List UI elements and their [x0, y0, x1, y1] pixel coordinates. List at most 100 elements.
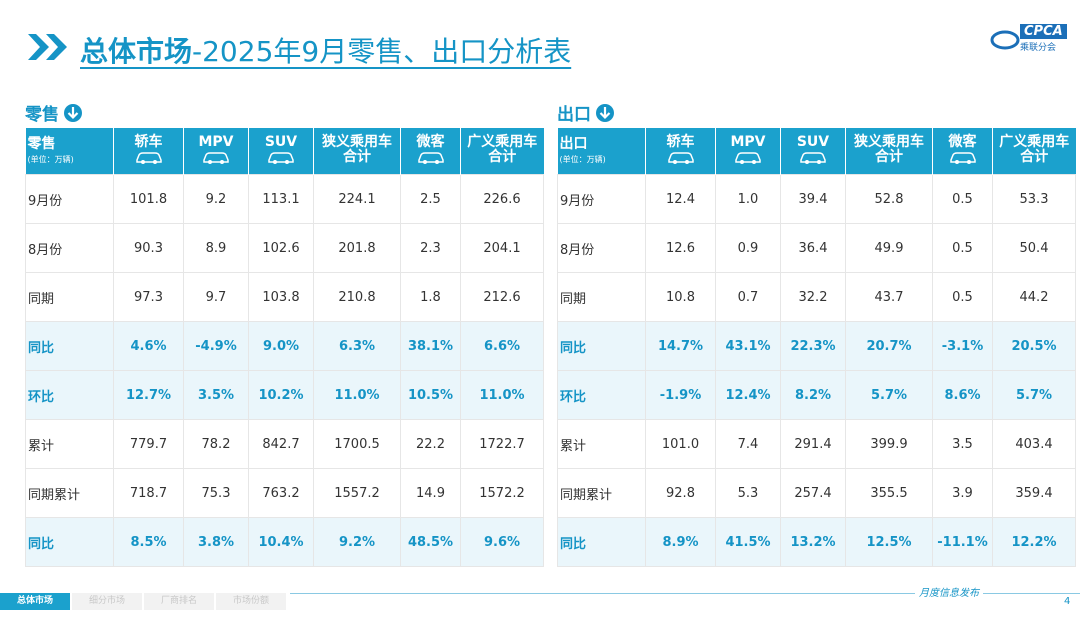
data-cell: 50.4 — [992, 223, 1076, 273]
data-cell: 5.7% — [845, 370, 933, 420]
data-cell: 403.4 — [992, 419, 1076, 469]
data-cell: 75.3 — [183, 468, 249, 518]
data-cell: 41.5% — [715, 517, 781, 567]
column-label: 狭义乘用车合计 — [321, 134, 392, 165]
unit-label: (单位：万辆) — [559, 155, 606, 164]
data-row: 环比 12.7% 3.5% 10.2% 11.0% 10.5% 11.0% — [25, 370, 544, 420]
header-cell: MPV — [183, 128, 249, 175]
header-cell: SUV — [780, 128, 846, 175]
data-cell: -11.1% — [932, 517, 993, 567]
row-label: 9月份 — [557, 174, 646, 224]
header-row: 出口 (单位：万辆) 轿车 MPV SUV 狭义乘用车合计 微客 广义乘用车合计 — [557, 128, 1076, 175]
vehicle-icon — [268, 152, 294, 164]
logo-text: CPCA — [1020, 24, 1067, 39]
data-cell: 226.6 — [460, 174, 544, 224]
header-cell: 狭义乘用车合计 — [845, 128, 933, 175]
data-cell: 291.4 — [780, 419, 846, 469]
row-label: 9月份 — [25, 174, 114, 224]
data-cell: 32.2 — [780, 272, 846, 322]
column-label: 微客 — [416, 134, 445, 150]
row-label: 同期 — [557, 272, 646, 322]
data-cell: 97.3 — [113, 272, 184, 322]
data-row: 9月份 12.4 1.0 39.4 52.8 0.5 53.3 — [557, 174, 1076, 224]
data-cell: 39.4 — [780, 174, 846, 224]
data-cell: 3.8% — [183, 517, 249, 567]
data-cell: 3.5 — [932, 419, 993, 469]
data-cell: 779.7 — [113, 419, 184, 469]
data-cell: 38.1% — [400, 321, 461, 371]
title-main: 总体市场 — [80, 35, 193, 68]
data-cell: 92.8 — [645, 468, 716, 518]
data-cell: 0.7 — [715, 272, 781, 322]
data-cell: 22.2 — [400, 419, 461, 469]
data-cell: 355.5 — [845, 468, 933, 518]
header-cell: 出口 (单位：万辆) — [557, 128, 646, 175]
column-label: SUV — [264, 134, 298, 150]
data-cell: 2.3 — [400, 223, 461, 273]
data-cell: 12.6 — [645, 223, 716, 273]
column-label: 轿车 — [134, 134, 163, 150]
column-label: 轿车 — [666, 134, 695, 150]
row-label: 8月份 — [25, 223, 114, 273]
row-label: 累计 — [25, 419, 114, 469]
data-cell: 257.4 — [780, 468, 846, 518]
data-cell: 1557.2 — [313, 468, 401, 518]
data-cell: 1700.5 — [313, 419, 401, 469]
data-row: 同期 97.3 9.7 103.8 210.8 1.8 212.6 — [25, 272, 544, 322]
header-row: 零售 (单位：万辆) 轿车 MPV SUV 狭义乘用车合计 微客 广义乘用车合计 — [25, 128, 544, 175]
footer: 月度信息发布 4 总体市场 细分市场 厂商排名 市场份额 — [0, 584, 1086, 611]
data-cell: 9.2 — [183, 174, 249, 224]
vehicle-icon — [735, 152, 761, 164]
data-cell: 101.8 — [113, 174, 184, 224]
header-label: 零售 — [27, 136, 56, 152]
vehicle-icon — [203, 152, 229, 164]
footer-tab[interactable]: 细分市场 — [72, 593, 142, 610]
column-label: MPV — [198, 134, 234, 150]
data-cell: 13.2% — [780, 517, 846, 567]
data-cell: 0.5 — [932, 174, 993, 224]
data-cell: 53.3 — [992, 174, 1076, 224]
footer-tab[interactable]: 厂商排名 — [144, 593, 214, 610]
data-cell: 5.7% — [992, 370, 1076, 420]
data-cell: 1722.7 — [460, 419, 544, 469]
unit-label: (单位：万辆) — [27, 155, 74, 164]
row-label: 同期累计 — [25, 468, 114, 518]
footer-tab[interactable]: 总体市场 — [0, 593, 70, 610]
data-cell: 22.3% — [780, 321, 846, 371]
title-sub: -2025年9月零售、出口分析表 — [192, 35, 572, 68]
column-label: 微客 — [948, 134, 977, 150]
data-cell: 359.4 — [992, 468, 1076, 518]
data-cell: 6.3% — [313, 321, 401, 371]
data-cell: 12.2% — [992, 517, 1076, 567]
header-cell: 广义乘用车合计 — [992, 128, 1076, 175]
data-cell: 210.8 — [313, 272, 401, 322]
data-table: 出口 (单位：万辆) 轿车 MPV SUV 狭义乘用车合计 微客 广义乘用车合计 9月份 12.4… — [557, 128, 1076, 567]
data-cell: 0.9 — [715, 223, 781, 273]
data-row: 8月份 12.6 0.9 36.4 49.9 0.5 50.4 — [557, 223, 1076, 273]
row-label: 同比 — [25, 321, 114, 371]
vehicle-icon — [135, 152, 162, 164]
data-cell: 36.4 — [780, 223, 846, 273]
section-label: 零售 — [25, 100, 83, 125]
data-cell: 12.5% — [845, 517, 933, 567]
data-cell: 101.0 — [645, 419, 716, 469]
header-cell: 轿车 — [113, 128, 184, 175]
data-cell: 10.8 — [645, 272, 716, 322]
data-cell: 8.5% — [113, 517, 184, 567]
data-cell: 12.4% — [715, 370, 781, 420]
vehicle-icon — [949, 152, 976, 164]
header-cell: 狭义乘用车合计 — [313, 128, 401, 175]
footer-note: 月度信息发布 — [915, 584, 983, 599]
data-row: 9月份 101.8 9.2 113.1 224.1 2.5 226.6 — [25, 174, 544, 224]
data-cell: 102.6 — [248, 223, 314, 273]
column-label: 狭义乘用车合计 — [853, 134, 924, 165]
data-cell: 763.2 — [248, 468, 314, 518]
data-row: 同期累计 718.7 75.3 763.2 1557.2 14.9 1572.2 — [25, 468, 544, 518]
row-label: 同期 — [25, 272, 114, 322]
footer-tab[interactable]: 市场份额 — [216, 593, 286, 610]
footer-line — [290, 593, 1080, 594]
data-cell: 14.9 — [400, 468, 461, 518]
data-cell: 8.6% — [932, 370, 993, 420]
header-label: 出口 — [559, 136, 588, 152]
data-cell: 399.9 — [845, 419, 933, 469]
